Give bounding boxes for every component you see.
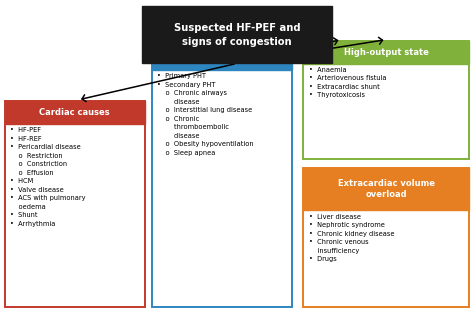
FancyBboxPatch shape [5, 101, 145, 124]
Text: Respiratory causesᵃ: Respiratory causesᵃ [174, 54, 269, 63]
FancyBboxPatch shape [303, 41, 469, 158]
FancyBboxPatch shape [152, 48, 292, 70]
FancyBboxPatch shape [5, 101, 145, 307]
Text: High-output state: High-output state [344, 48, 429, 57]
Text: •  Primary PHT
•  Secondary PHT
    o  Chronic airways
        disease
    o  In: • Primary PHT • Secondary PHT o Chronic … [157, 73, 254, 156]
Text: •  Anaemia
•  Arteriovenous fistula
•  Extracardiac shunt
•  Thyrotoxicosis: • Anaemia • Arteriovenous fistula • Extr… [309, 67, 387, 98]
FancyBboxPatch shape [303, 41, 469, 64]
Text: •  Liver disease
•  Nephrotic syndrome
•  Chronic kidney disease
•  Chronic veno: • Liver disease • Nephrotic syndrome • C… [309, 214, 394, 262]
Text: Extracardiac volume
overload: Extracardiac volume overload [338, 179, 435, 199]
Text: Cardiac causes: Cardiac causes [39, 108, 110, 117]
Text: Suspected HF-PEF and
signs of congestion: Suspected HF-PEF and signs of congestion [173, 23, 301, 47]
FancyBboxPatch shape [303, 168, 469, 307]
FancyBboxPatch shape [142, 6, 332, 63]
FancyBboxPatch shape [152, 48, 292, 307]
Text: •  HF-PEF
•  HF-REF
•  Pericardial disease
    o  Restriction
    o  Constrictio: • HF-PEF • HF-REF • Pericardial disease … [10, 127, 86, 227]
FancyBboxPatch shape [303, 168, 469, 210]
